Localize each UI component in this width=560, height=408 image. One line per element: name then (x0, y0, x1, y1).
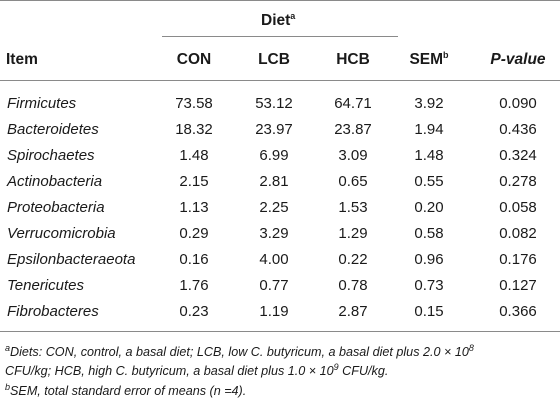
row-sem-value: 0.96 (414, 251, 444, 268)
footnote-b-mark: b (5, 381, 11, 392)
row-con-value: 2.15 (179, 173, 209, 190)
footnote-a-text-2: CFU/kg; HCB, high C. butyricum, a basal … (5, 364, 334, 378)
row-item-label: Actinobacteria (7, 173, 103, 190)
row-sem-value: 0.55 (414, 173, 444, 190)
row-item-label: Proteobacteria (7, 199, 105, 216)
row-con-value: 0.29 (179, 225, 209, 242)
row-item-label: Spirochaetes (7, 147, 95, 164)
footnote-b-text: SEM, total standard error of means (n =4… (10, 384, 247, 398)
row-item-label: Bacteroidetes (7, 121, 99, 138)
row-hcb-value: 0.65 (338, 173, 368, 190)
row-pvalue: 0.127 (499, 277, 537, 294)
row-lcb-value: 53.12 (255, 95, 293, 112)
row-item-label: Fibrobacteres (7, 303, 99, 320)
footnote-a-line1: aDiets: CON, control, a basal diet; LCB,… (5, 342, 474, 359)
row-item-label: Epsilonbacteraeota (7, 251, 136, 268)
row-pvalue: 0.324 (499, 147, 537, 164)
row-sem-value: 1.48 (414, 147, 444, 164)
row-con-value: 0.23 (179, 303, 209, 320)
row-hcb-value: 1.29 (338, 225, 368, 242)
column-header-pvalue: P-value (490, 51, 546, 68)
table-bottom-rule (0, 331, 560, 332)
column-header-hcb: HCB (336, 51, 370, 68)
row-item-label: Firmicutes (7, 95, 77, 112)
row-pvalue: 0.366 (499, 303, 537, 320)
footnote-a-text-3: CFU/kg. (338, 364, 389, 378)
row-pvalue: 0.278 (499, 173, 537, 190)
column-header-con: CON (176, 51, 212, 68)
row-hcb-value: 64.71 (334, 95, 372, 112)
row-hcb-value: 0.78 (338, 277, 368, 294)
row-con-value: 18.32 (175, 121, 213, 138)
row-pvalue: 0.090 (499, 95, 537, 112)
row-lcb-value: 23.97 (255, 121, 293, 138)
row-lcb-value: 3.29 (259, 225, 289, 242)
row-lcb-value: 1.19 (259, 303, 289, 320)
footnote-b: bSEM, total standard error of means (n =… (5, 381, 247, 398)
table-top-rule (0, 0, 560, 1)
footnote-a-mark: a (5, 342, 11, 353)
column-header-lcb: LCB (258, 51, 290, 68)
diet-group-header-text: Diet (261, 12, 291, 29)
row-sem-value: 3.92 (414, 95, 444, 112)
row-hcb-value: 2.87 (338, 303, 368, 320)
row-item-label: Verrucomicrobia (7, 225, 116, 242)
column-header-sem: SEMb (389, 49, 469, 69)
header-bottom-rule (0, 80, 560, 81)
diet-group-rule (162, 36, 398, 37)
footnote-a-exponent-1: 8 (468, 342, 474, 353)
row-lcb-value: 2.25 (259, 199, 289, 216)
row-hcb-value: 3.09 (338, 147, 368, 164)
footnote-a-text-1: Diets: CON, control, a basal diet; LCB, … (10, 345, 469, 359)
footnote-a-line2: CFU/kg; HCB, high C. butyricum, a basal … (5, 361, 389, 378)
row-hcb-value: 1.53 (338, 199, 368, 216)
row-con-value: 1.76 (179, 277, 209, 294)
footnote-a-exponent-2: 9 (333, 361, 339, 372)
row-lcb-value: 6.99 (259, 147, 289, 164)
row-con-value: 0.16 (179, 251, 209, 268)
row-sem-value: 0.58 (414, 225, 444, 242)
row-lcb-value: 2.81 (259, 173, 289, 190)
diet-group-header: Dieta (261, 10, 296, 30)
diet-footnote-mark: a (290, 10, 296, 21)
row-item-label: Tenericutes (7, 277, 84, 294)
column-header-item: Item (6, 51, 38, 68)
row-con-value: 73.58 (175, 95, 213, 112)
row-sem-value: 0.20 (414, 199, 444, 216)
row-con-value: 1.48 (179, 147, 209, 164)
column-header-sem-text: SEM (409, 51, 444, 68)
row-pvalue: 0.176 (499, 251, 537, 268)
row-hcb-value: 0.22 (338, 251, 368, 268)
row-hcb-value: 23.87 (334, 121, 372, 138)
row-lcb-value: 4.00 (259, 251, 289, 268)
sem-footnote-mark: b (443, 49, 449, 60)
row-pvalue: 0.082 (499, 225, 537, 242)
row-sem-value: 0.15 (414, 303, 444, 320)
row-pvalue: 0.058 (499, 199, 537, 216)
row-pvalue: 0.436 (499, 121, 537, 138)
row-lcb-value: 0.77 (259, 277, 289, 294)
row-sem-value: 0.73 (414, 277, 444, 294)
row-sem-value: 1.94 (414, 121, 444, 138)
row-con-value: 1.13 (179, 199, 209, 216)
